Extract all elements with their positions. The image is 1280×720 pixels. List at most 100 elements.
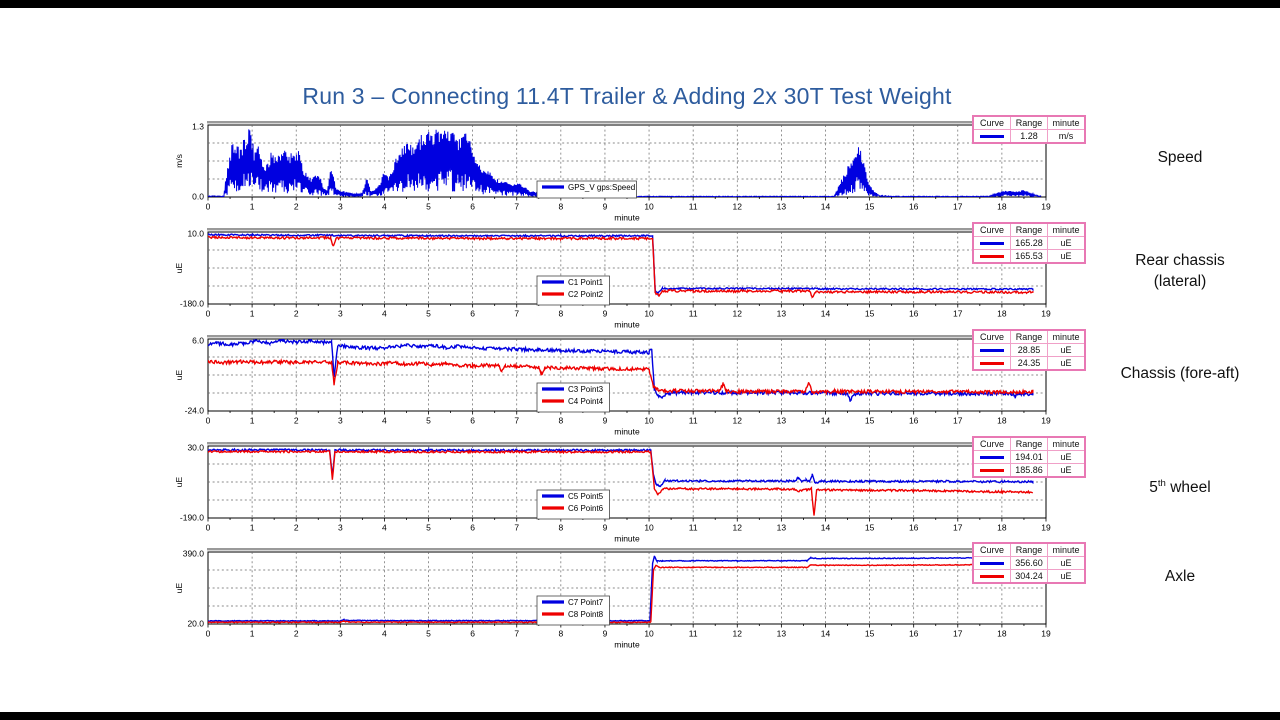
- table-header: minute: [1047, 222, 1086, 237]
- svg-text:9: 9: [603, 416, 608, 426]
- svg-text:GPS_V gps:Speed: GPS_V gps:Speed: [568, 183, 635, 192]
- svg-text:19: 19: [1041, 523, 1051, 533]
- table-row: 165.28 uE: [972, 236, 1086, 250]
- series-C8 Point8: [208, 563, 1034, 624]
- x-tick-labels: 0 1 2 3 4 5 6 7 8 9 10 11 12 13 14 15 16 17 18 19: [206, 202, 1051, 212]
- table-header: Range: [1010, 436, 1048, 451]
- svg-text:5: 5: [426, 629, 431, 639]
- curve-swatch: [980, 561, 1004, 565]
- curve-swatch: [980, 468, 1004, 472]
- table-row: 165.53 uE: [972, 249, 1086, 264]
- table-header: Curve: [972, 542, 1011, 557]
- svg-text:C6 Point6: C6 Point6: [568, 504, 604, 513]
- table-header: Curve: [972, 222, 1011, 237]
- svg-text:C8 Point8: C8 Point8: [568, 610, 604, 619]
- legend-box: C1 Point1 C2 Point2: [536, 275, 610, 306]
- svg-text:3: 3: [338, 523, 343, 533]
- svg-text:17: 17: [953, 416, 963, 426]
- curve-swatch: [980, 241, 1004, 245]
- svg-text:C2 Point2: C2 Point2: [568, 290, 604, 299]
- svg-text:16: 16: [909, 629, 919, 639]
- y-max-label: 390.0: [183, 549, 205, 559]
- chart-top-bar: [207, 335, 1047, 338]
- legend-box: C7 Point7 C8 Point8: [536, 595, 610, 626]
- svg-text:4: 4: [382, 523, 387, 533]
- svg-text:8: 8: [558, 523, 563, 533]
- svg-text:10: 10: [644, 629, 654, 639]
- curve-range-table: Curve Range minute 28.85 uE 24.35 uE: [972, 329, 1086, 371]
- svg-text:10: 10: [644, 202, 654, 212]
- svg-text:1: 1: [250, 309, 255, 319]
- curve-swatch: [980, 361, 1004, 365]
- x-axis-label: minute: [614, 640, 640, 650]
- table-row: 24.35 uE: [972, 356, 1086, 371]
- y-min-label: -190.0: [180, 513, 204, 523]
- svg-text:8: 8: [558, 202, 563, 212]
- chart-axle: 0 1 2 3 4 5 6 7 8 9 10 11 12 13 14 15 16 17 18 19 minute 390.…: [160, 538, 1066, 650]
- svg-text:16: 16: [909, 309, 919, 319]
- svg-text:10: 10: [644, 416, 654, 426]
- chart-chassis-fore-aft: 0 1 2 3 4 5 6 7 8 9 10 11 12 13 14 15 16 17 18 19 minute 6.0-…: [160, 325, 1066, 437]
- svg-text:13: 13: [777, 416, 787, 426]
- svg-text:5: 5: [426, 309, 431, 319]
- y-min-label: -180.0: [180, 299, 204, 309]
- x-ticks: [207, 197, 1047, 201]
- chart-top-bar: [207, 548, 1047, 551]
- table-row: 304.24 uE: [972, 569, 1086, 584]
- x-tick-labels: 0 1 2 3 4 5 6 7 8 9 10 11 12 13 14 15 16 17 18 19: [206, 416, 1051, 426]
- table-row: 1.28 m/s: [972, 129, 1086, 144]
- svg-text:13: 13: [777, 629, 787, 639]
- svg-text:17: 17: [953, 523, 963, 533]
- svg-text:8: 8: [558, 416, 563, 426]
- svg-text:11: 11: [689, 202, 698, 212]
- series-C7 Point7: [208, 555, 1034, 623]
- table-row: 28.85 uE: [972, 343, 1086, 357]
- series-C1 Point1: [208, 232, 1034, 297]
- curve-range-table: Curve Range minute 356.60 uE 304.24 uE: [972, 542, 1086, 584]
- table-header: Curve: [972, 436, 1011, 451]
- table-header: Range: [1010, 222, 1048, 237]
- svg-text:1: 1: [250, 416, 255, 426]
- svg-text:11: 11: [689, 309, 698, 319]
- svg-text:9: 9: [603, 523, 608, 533]
- right-label-axle: Axle: [1164, 568, 1196, 585]
- chart-speed: 0 1 2 3 4 5 6 7 8 9 10 11 12 13 14 15 16 17 18 19 minute 1.3 0…: [160, 111, 1066, 223]
- svg-text:8: 8: [558, 309, 563, 319]
- x-tick-labels: 0 1 2 3 4 5 6 7 8 9 10 11 12 13 14 15 16 17 18 19: [206, 629, 1051, 639]
- svg-text:18: 18: [997, 309, 1007, 319]
- svg-text:0: 0: [206, 629, 211, 639]
- svg-text:C5 Point5: C5 Point5: [568, 492, 604, 501]
- svg-text:7: 7: [514, 202, 519, 212]
- svg-text:18: 18: [997, 202, 1007, 212]
- svg-text:C1 Point1: C1 Point1: [568, 278, 604, 287]
- curve-swatch: [980, 134, 1004, 138]
- curve-range-table: Curve Range minute 165.28 uE 165.53 uE: [972, 222, 1086, 264]
- series-C5 Point5: [208, 446, 1034, 488]
- svg-text:12: 12: [733, 523, 743, 533]
- svg-text:4: 4: [382, 202, 387, 212]
- legend-box: GPS_V gps:Speed: [536, 180, 637, 199]
- svg-text:19: 19: [1041, 202, 1051, 212]
- letterbox-top: [0, 0, 1280, 8]
- table-row: 356.60 uE: [972, 556, 1086, 570]
- svg-text:6: 6: [470, 309, 475, 319]
- curve-swatch: [980, 254, 1004, 258]
- x-axis-label: minute: [614, 213, 640, 223]
- svg-text:10: 10: [644, 523, 654, 533]
- svg-text:6: 6: [470, 416, 475, 426]
- svg-text:C4 Point4: C4 Point4: [568, 397, 604, 406]
- svg-text:14: 14: [821, 416, 831, 426]
- svg-text:4: 4: [382, 416, 387, 426]
- x-ticks: [207, 411, 1047, 415]
- svg-text:9: 9: [603, 629, 608, 639]
- y-axis-unit: m/s: [174, 154, 184, 168]
- chart-top-bar: [207, 228, 1047, 231]
- series-C3 Point3: [208, 339, 1034, 402]
- table-header: Range: [1010, 115, 1048, 130]
- svg-text:7: 7: [514, 309, 519, 319]
- stats-table-chassis-fore-aft: Curve Range minute 28.85 uE 24.35 uE: [972, 329, 1086, 371]
- svg-text:14: 14: [821, 202, 831, 212]
- chart-rear-chassis-lateral: 0 1 2 3 4 5 6 7 8 9 10 11 12 13 14 15 16 17 18 19 minute 10.0…: [160, 218, 1066, 330]
- letterbox-bottom: [0, 712, 1280, 720]
- y-min-label: 20.0: [187, 619, 204, 629]
